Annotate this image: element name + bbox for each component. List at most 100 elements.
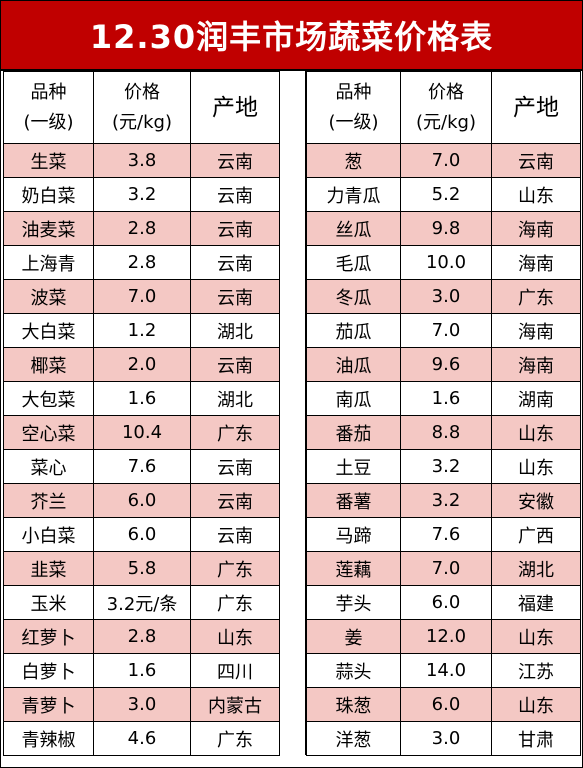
- table-row: 油瓜 9.6 海南: [306, 347, 581, 382]
- price-cell: 3.2元/条: [93, 585, 191, 620]
- origin-cell: 山东: [491, 177, 581, 212]
- header-row: 品种 (一级) 价格 (元/kg) 产地: [3, 71, 280, 144]
- vegetable-name-cell: 韭菜: [3, 551, 94, 586]
- origin-cell: 湖南: [491, 381, 581, 416]
- origin-cell: 福建: [491, 585, 581, 620]
- vegetable-name-cell: 洋葱: [306, 721, 401, 756]
- table-row: 毛瓜 10.0 海南: [306, 245, 581, 280]
- price-cell: 3.0: [400, 721, 492, 756]
- table-row: 茄瓜 7.0 海南: [306, 313, 581, 348]
- price-cell: 7.0: [93, 279, 191, 314]
- header-row: 品种 (一级) 价格 (元/kg) 产地: [306, 71, 581, 144]
- origin-cell: 云南: [190, 449, 280, 484]
- table-row: 生菜 3.8 云南: [3, 143, 280, 178]
- origin-cell: 广东: [491, 279, 581, 314]
- origin-cell: 广东: [190, 415, 280, 450]
- table-row: 菜心 7.6 云南: [3, 449, 280, 484]
- header-name-line1: 品种: [30, 81, 67, 103]
- vegetable-name-cell: 珠葱: [306, 687, 401, 722]
- vegetable-name-cell: 空心菜: [3, 415, 94, 450]
- origin-cell: 广东: [190, 551, 280, 586]
- table-row: 姜 12.0 山东: [306, 619, 581, 654]
- price-cell: 7.0: [400, 313, 492, 348]
- vegetable-name-cell: 奶白菜: [3, 177, 94, 212]
- header-name-line2: (一级): [23, 111, 74, 133]
- table-row: 油麦菜 2.8 云南: [3, 211, 280, 246]
- vegetable-name-cell: 芋头: [306, 585, 401, 620]
- table-row: 洋葱 3.0 甘肃: [306, 721, 581, 756]
- header-price-line1: 价格: [124, 81, 160, 103]
- price-cell: 9.8: [400, 211, 492, 246]
- price-cell: 6.0: [93, 517, 191, 552]
- table-row: 土豆 3.2 山东: [306, 449, 581, 484]
- price-table-right: 品种 (一级) 价格 (元/kg) 产地 葱 7.0 云南 力青瓜 5.2 山东 丝瓜 9.8…: [306, 71, 581, 756]
- vegetable-name-cell: 油瓜: [306, 347, 401, 382]
- origin-cell: 海南: [491, 347, 581, 382]
- table-row: 白萝卜 1.6 四川: [3, 653, 280, 688]
- left-table-body: 生菜 3.8 云南 奶白菜 3.2 云南 油麦菜 2.8 云南 上海青 2.8 云南 波菜 7.0 云南 大白…: [3, 143, 280, 756]
- price-cell: 3.8: [93, 143, 191, 178]
- table-row: 番薯 3.2 安徽: [306, 483, 581, 518]
- price-cell: 8.8: [400, 415, 492, 450]
- price-cell: 2.8: [93, 619, 191, 654]
- price-cell: 3.0: [93, 687, 191, 722]
- table-row: 番茄 8.8 山东: [306, 415, 581, 450]
- table-row: 珠葱 6.0 山东: [306, 687, 581, 722]
- origin-cell: 云南: [190, 177, 280, 212]
- origin-cell: 江苏: [491, 653, 581, 688]
- page-title: 12.30润丰市场蔬菜价格表: [1, 1, 582, 71]
- table-row: 小白菜 6.0 云南: [3, 517, 280, 552]
- price-cell: 6.0: [93, 483, 191, 518]
- vegetable-name-cell: 力青瓜: [306, 177, 401, 212]
- price-cell: 5.2: [400, 177, 492, 212]
- header-price-line1: 价格: [428, 81, 464, 103]
- price-cell: 7.0: [400, 143, 492, 178]
- origin-cell: 云南: [190, 483, 280, 518]
- origin-cell: 内蒙古: [190, 687, 280, 722]
- price-cell: 7.0: [400, 551, 492, 586]
- vegetable-name-cell: 马蹄: [306, 517, 401, 552]
- header-name-line1: 品种: [335, 81, 372, 103]
- origin-cell: 山东: [491, 619, 581, 654]
- price-cell: 1.6: [400, 381, 492, 416]
- table-row: 力青瓜 5.2 山东: [306, 177, 581, 212]
- vegetable-name-cell: 大白菜: [3, 313, 94, 348]
- vegetable-name-cell: 椰菜: [3, 347, 94, 382]
- price-cell: 6.0: [400, 585, 492, 620]
- vegetable-name-cell: 蒜头: [306, 653, 401, 688]
- origin-cell: 广西: [491, 517, 581, 552]
- vegetable-name-cell: 波菜: [3, 279, 94, 314]
- table-row: 蒜头 14.0 江苏: [306, 653, 581, 688]
- vegetable-name-cell: 姜: [306, 619, 401, 654]
- vegetable-name-cell: 冬瓜: [306, 279, 401, 314]
- origin-cell: 甘肃: [491, 721, 581, 756]
- price-cell: 1.2: [93, 313, 191, 348]
- table-row: 冬瓜 3.0 广东: [306, 279, 581, 314]
- origin-cell: 山东: [491, 449, 581, 484]
- origin-cell: 云南: [190, 347, 280, 382]
- table-row: 上海青 2.8 云南: [3, 245, 280, 280]
- vegetable-name-cell: 丝瓜: [306, 211, 401, 246]
- header-name: 品种 (一级): [3, 71, 94, 144]
- vegetable-name-cell: 青辣椒: [3, 721, 94, 756]
- origin-cell: 海南: [491, 245, 581, 280]
- table-row: 南瓜 1.6 湖南: [306, 381, 581, 416]
- header-price: 价格 (元/kg): [400, 71, 492, 144]
- price-cell: 9.6: [400, 347, 492, 382]
- table-row: 马蹄 7.6 广西: [306, 517, 581, 552]
- vegetable-name-cell: 莲藕: [306, 551, 401, 586]
- origin-cell: 广东: [190, 585, 280, 620]
- price-cell: 10.0: [400, 245, 492, 280]
- vegetable-name-cell: 番薯: [306, 483, 401, 518]
- table-row: 韭菜 5.8 广东: [3, 551, 280, 586]
- price-cell: 2.8: [93, 245, 191, 280]
- table-row: 青萝卜 3.0 内蒙古: [3, 687, 280, 722]
- origin-cell: 云南: [190, 211, 280, 246]
- price-cell: 2.0: [93, 347, 191, 382]
- price-cell: 3.2: [400, 449, 492, 484]
- price-cell: 1.6: [93, 381, 191, 416]
- origin-cell: 山东: [491, 687, 581, 722]
- table-row: 红萝卜 2.8 山东: [3, 619, 280, 654]
- vegetable-name-cell: 上海青: [3, 245, 94, 280]
